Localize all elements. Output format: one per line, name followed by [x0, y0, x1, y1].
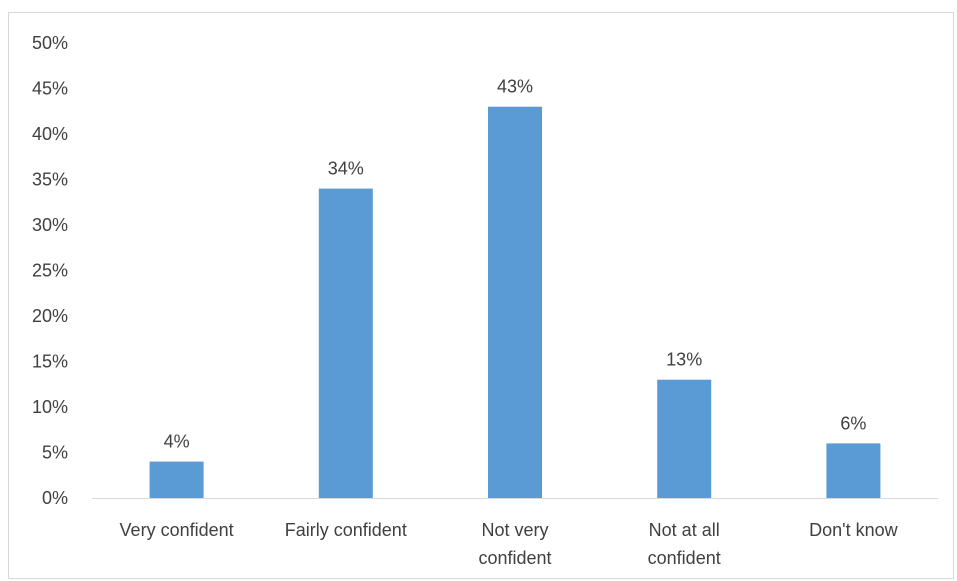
y-tick-label: 25%	[32, 261, 68, 281]
bar-data-label: 34%	[328, 159, 364, 179]
bar	[826, 443, 881, 498]
bar-data-label: 4%	[164, 432, 190, 452]
y-tick-label: 30%	[32, 215, 68, 235]
y-tick-label: 20%	[32, 306, 68, 326]
y-tick-label: 50%	[32, 33, 68, 53]
bar	[318, 188, 373, 498]
y-tick-label: 15%	[32, 352, 68, 372]
y-tick-label: 5%	[42, 443, 68, 463]
x-category-label: Not at all confident	[648, 520, 721, 568]
bar	[657, 379, 712, 498]
x-category-label: Very confident	[120, 520, 234, 540]
x-category-label: Don't know	[809, 520, 898, 540]
bar	[488, 106, 542, 498]
y-tick-label: 40%	[32, 124, 68, 144]
bar-data-label: 13%	[666, 350, 702, 370]
x-axis-category-labels: Very confident Fairly confident Not very co…	[120, 520, 899, 568]
y-tick-label: 0%	[42, 488, 68, 508]
bar	[149, 461, 204, 498]
y-tick-label: 35%	[32, 170, 68, 190]
y-axis-tick-labels: 0% 5% 10% 15% 20% 25% 30% 35% 40% 45% 50%	[32, 33, 68, 508]
x-category-label: Fairly confident	[285, 520, 407, 540]
y-tick-label: 45%	[32, 79, 68, 99]
y-tick-label: 10%	[32, 397, 68, 417]
bar-data-label: 6%	[840, 413, 866, 433]
bar-data-label: 43%	[497, 77, 533, 97]
data-labels: 4% 34% 43% 13% 6%	[164, 77, 867, 452]
bars	[149, 106, 881, 498]
x-category-label: Not very confident	[478, 520, 551, 568]
